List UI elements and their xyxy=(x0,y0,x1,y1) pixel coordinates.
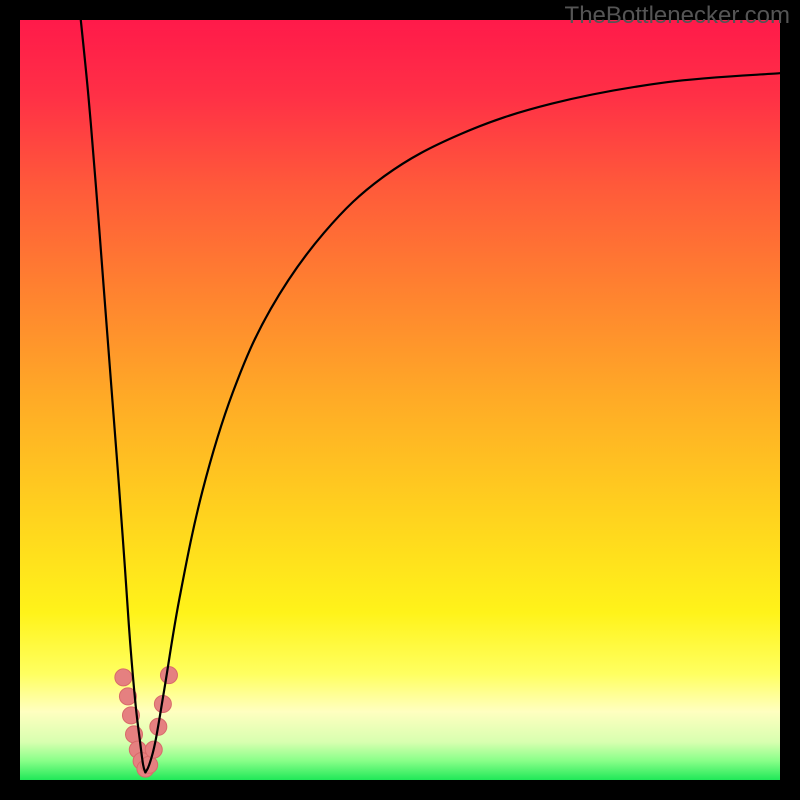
data-marker xyxy=(115,669,132,686)
chart-stage: TheBottlenecker.com xyxy=(0,0,800,800)
watermark-text: TheBottlenecker.com xyxy=(565,2,790,30)
curve-right-branch xyxy=(145,73,780,772)
plot-area xyxy=(20,20,780,780)
curve-layer xyxy=(20,20,780,780)
data-marker xyxy=(160,667,177,684)
curve-left-branch xyxy=(81,20,146,772)
marker-group xyxy=(115,667,178,777)
